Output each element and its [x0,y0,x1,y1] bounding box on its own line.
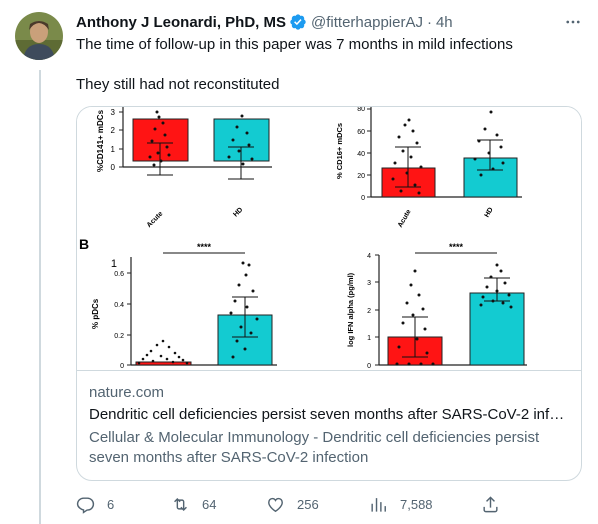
bar-acute [135,361,192,366]
tick-label: 2 [367,308,371,315]
tick-label: 0.4 [114,302,124,309]
avatar-photo [15,12,63,60]
retweet-button[interactable]: 64 [171,492,216,516]
card-image[interactable]: 3 2 1 0 %CD141+ mDCs [77,107,581,371]
action-bar: 6 64 256 7,588 [76,492,506,516]
y-axis-label: % CD16+ mDCs [335,123,344,179]
heart-icon [268,497,283,512]
separator-dot: · [426,13,432,31]
views-count: 7,588 [400,496,433,512]
avatar[interactable] [15,12,63,60]
figure-image: 3 2 1 0 %CD141+ mDCs [79,107,527,370]
y-axis-label: %CD141+ mDCs [96,109,105,172]
panel-cd16: 80 60 40 20 0 % CD16+ mDCs [335,107,522,229]
views-button[interactable]: 7,588 [369,492,433,516]
card-domain: nature.com [89,384,165,401]
panel-ifn: 4 3 2 1 0 log IFN alpha (pg/ml) **** [346,242,527,370]
tick-label: 4 [367,253,371,260]
tick-label: 80 [357,107,365,113]
tick-label: 1 [111,145,116,154]
category-label: Acute [397,208,413,228]
reply-icon [76,496,95,514]
tick-label: 0.2 [114,333,124,340]
display-name[interactable]: Anthony J Leonardi, PhD, MS [76,13,287,31]
panel-pdcs: B 1 0.6 0.4 0.2 0 % pDCs **** [79,236,277,370]
panel-cd141: 3 2 1 0 %CD141+ mDCs [96,107,272,229]
tick-label: 3 [111,108,116,117]
bar-hd [469,292,525,366]
significance-label: **** [197,242,212,252]
category-label: HD [232,206,244,218]
y-axis-label: % pDCs [91,298,100,329]
like-count: 256 [297,496,319,512]
card-description: Cellular & Molecular Immunology - Dendri… [89,429,540,466]
tick-label: 20 [357,173,365,180]
tick-label: 0 [361,195,365,202]
y-axis-label: log IFN alpha (pg/ml) [346,272,355,347]
tick-label: 1 [111,258,117,270]
share-icon [483,495,498,512]
link-card[interactable]: 3 2 1 0 %CD141+ mDCs [76,106,582,481]
verified-badge-icon [290,14,306,30]
significance-label: **** [449,242,464,252]
more-options-icon[interactable] [561,12,585,32]
tick-label: 0 [111,163,116,172]
tweet-text-line-1: The time of follow-up in this paper was … [76,36,513,53]
reply-button[interactable]: 6 [76,492,114,516]
category-label: HD [484,207,495,219]
tick-label: 2 [111,126,116,135]
share-button[interactable] [481,492,500,516]
tweet-text-line-2: They still had not reconstituted [76,76,280,93]
tweet-header: Anthony J Leonardi, PhD, MS @fitterhappi… [76,12,453,32]
user-handle[interactable]: @fitterhappierAJ [311,13,423,31]
category-label: Acute [146,210,165,229]
tick-label: 60 [357,129,365,136]
like-button[interactable]: 256 [266,492,319,516]
thread-line [39,70,41,524]
tweet-text: The time of follow-up in this paper was … [76,35,582,95]
tick-label: 3 [367,280,371,287]
tick-label: 40 [357,151,365,158]
retweet-count: 64 [202,496,217,512]
reply-count: 6 [107,496,115,512]
tick-label: 0.6 [114,271,124,278]
tweet-time[interactable]: 4h [435,13,453,31]
views-icon [371,497,386,512]
retweet-icon [174,497,187,511]
card-title: Dendritic cell deficiencies persist seve… [89,406,569,423]
tick-label: 1 [367,335,371,342]
tick-label: 0 [367,363,371,370]
tick-label: 0 [120,363,124,370]
panel-letter: B [79,236,89,252]
